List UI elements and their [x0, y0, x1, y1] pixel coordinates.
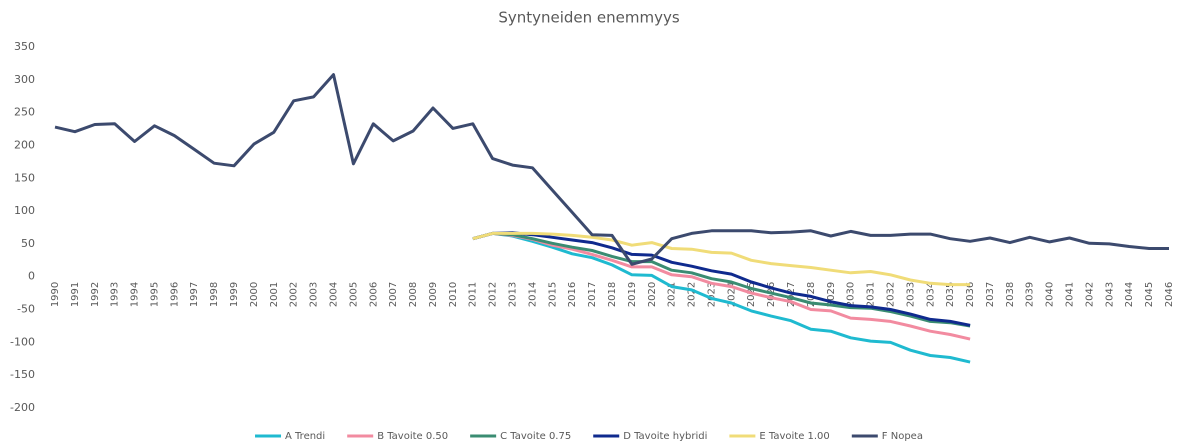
x-tick-label: 2040: [1045, 282, 1056, 307]
y-tick-label: 150: [14, 171, 35, 184]
x-tick-label: 2042: [1084, 282, 1095, 307]
legend-label: B Tavoite 0.50: [377, 431, 448, 442]
y-tick-label: 250: [14, 106, 35, 119]
y-tick-label: 350: [14, 40, 35, 53]
x-tick-label: 2005: [348, 282, 359, 307]
x-tick-label: 2041: [1065, 282, 1076, 307]
x-tick-label: 2011: [468, 282, 479, 307]
chart-title: Syntyneiden enemmyys: [498, 9, 680, 27]
y-tick-label: 100: [14, 204, 35, 217]
x-tick-label: 2043: [1104, 282, 1115, 307]
y-tick-label: 50: [21, 237, 35, 250]
legend-label: C Tavoite 0.75: [500, 431, 571, 442]
x-tick-label: 1999: [229, 282, 240, 307]
x-tick-label: 1992: [90, 282, 101, 307]
x-tick-label: 1995: [149, 282, 160, 307]
x-tick-label: 2036: [965, 282, 976, 307]
x-tick-label: 2001: [269, 282, 280, 307]
x-tick-label: 2046: [1164, 282, 1175, 307]
x-tick-label: 2007: [388, 282, 399, 307]
y-tick-label: 200: [14, 138, 35, 151]
x-tick-label: 2014: [527, 282, 538, 307]
x-tick-label: 2023: [706, 282, 717, 307]
series-line: [472, 231, 971, 328]
x-tick-label: 2039: [1025, 282, 1036, 307]
x-tick-label: 2003: [309, 282, 320, 307]
y-tick-label: 0: [28, 270, 35, 283]
x-tick-label: 2019: [627, 282, 638, 307]
x-tick-label: 1990: [50, 282, 61, 307]
x-tick-label: 2022: [687, 282, 698, 307]
legend-label: F Nopea: [882, 431, 923, 442]
x-tick-label: 1996: [169, 282, 180, 307]
y-tick-label: -150: [10, 368, 35, 381]
legend-label: E Tavoite 1.00: [759, 431, 829, 442]
x-tick-label: 2008: [408, 282, 419, 307]
x-tick-label: 2033: [905, 282, 916, 307]
x-tick-label: 2004: [329, 282, 340, 307]
x-tick-label: 2028: [806, 282, 817, 307]
x-tick-label: 2018: [607, 282, 618, 307]
x-tick-label: 2000: [249, 282, 260, 307]
x-tick-label: 1998: [209, 282, 220, 307]
legend-label: D Tavoite hybridi: [623, 431, 707, 442]
x-tick-label: 1994: [130, 282, 141, 307]
series-line: [472, 231, 971, 287]
series-line: [472, 231, 971, 327]
y-tick-label: -200: [10, 401, 35, 414]
x-tick-label: 2016: [567, 282, 578, 307]
x-tick-label: 2009: [428, 282, 439, 307]
legend-label: A Trendi: [285, 431, 325, 442]
series-line: [472, 231, 971, 341]
x-tick-label: 2006: [368, 282, 379, 307]
x-tick-label: 1997: [189, 282, 200, 307]
x-tick-label: 2010: [448, 282, 459, 307]
series-line: [54, 73, 1169, 266]
x-tick-label: 2035: [945, 282, 956, 307]
y-tick-label: -100: [10, 335, 35, 348]
x-tick-label: 2038: [1005, 282, 1016, 307]
y-tick-label: -50: [17, 303, 35, 316]
x-tick-label: 2013: [508, 282, 519, 307]
x-tick-label: 1991: [70, 282, 81, 307]
x-tick-label: 2034: [925, 282, 936, 307]
x-tick-label: 2015: [547, 282, 558, 307]
x-tick-label: 2030: [846, 282, 857, 307]
x-tick-label: 2045: [1144, 282, 1155, 307]
y-tick-label: 300: [14, 73, 35, 86]
x-tick-label: 2032: [886, 282, 897, 307]
x-tick-label: 2021: [667, 282, 678, 307]
series-line: [472, 231, 971, 364]
x-tick-label: 2044: [1124, 282, 1135, 307]
x-tick-label: 2017: [587, 282, 598, 307]
x-tick-label: 2020: [647, 282, 658, 307]
x-tick-label: 2012: [488, 282, 499, 307]
x-tick-label: 2029: [826, 282, 837, 307]
x-tick-label: 2031: [866, 282, 877, 307]
x-tick-label: 1993: [110, 282, 121, 307]
x-tick-label: 2002: [289, 282, 300, 307]
x-tick-label: 2024: [726, 282, 737, 307]
x-tick-label: 2037: [985, 282, 996, 307]
